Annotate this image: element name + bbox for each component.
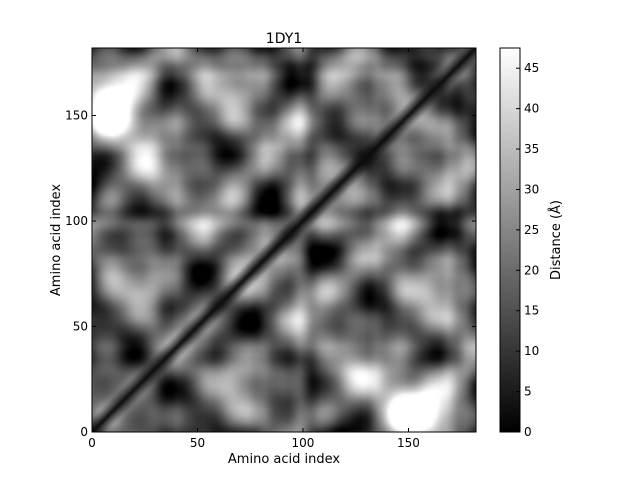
- colorbar: [499, 47, 521, 433]
- y-axis-label: Amino acid index: [49, 184, 64, 296]
- plot-frame: [91, 47, 477, 433]
- x-axis: 0 50 100 150: [88, 48, 420, 450]
- x-axis-label: Amino acid index: [228, 452, 340, 467]
- colorbar-label: Distance (Å): [548, 200, 564, 280]
- colorbar-axis: 0 5 10 15 20 25 30 35 40 45: [516, 61, 539, 439]
- colorbar-tick-label: 5: [524, 385, 532, 399]
- y-tick-label: 50: [73, 320, 88, 334]
- colorbar-tick-label: 45: [524, 61, 539, 75]
- y-axis: 0 50 100 150: [65, 109, 476, 439]
- y-tick-label: 0: [80, 425, 88, 439]
- x-tick-label: 0: [88, 436, 96, 450]
- y-tick-label: 150: [65, 109, 88, 123]
- x-tick-label: 100: [292, 436, 315, 450]
- colorbar-tick-label: 20: [524, 263, 539, 277]
- colorbar-tick-label: 30: [524, 182, 539, 196]
- colorbar-tick-label: 35: [524, 142, 539, 156]
- chart-title: 1DY1: [266, 31, 302, 47]
- heatmap-image: [92, 48, 476, 432]
- colorbar-tick-label: 15: [524, 304, 539, 318]
- colorbar-tick-label: 0: [524, 425, 532, 439]
- colorbar-tick-label: 25: [524, 223, 539, 237]
- colorbar-tick-label: 10: [524, 344, 539, 358]
- y-tick-label: 100: [65, 214, 88, 228]
- colorbar-tick-label: 40: [524, 102, 539, 116]
- x-tick-label: 50: [190, 436, 205, 450]
- x-tick-label: 150: [397, 436, 420, 450]
